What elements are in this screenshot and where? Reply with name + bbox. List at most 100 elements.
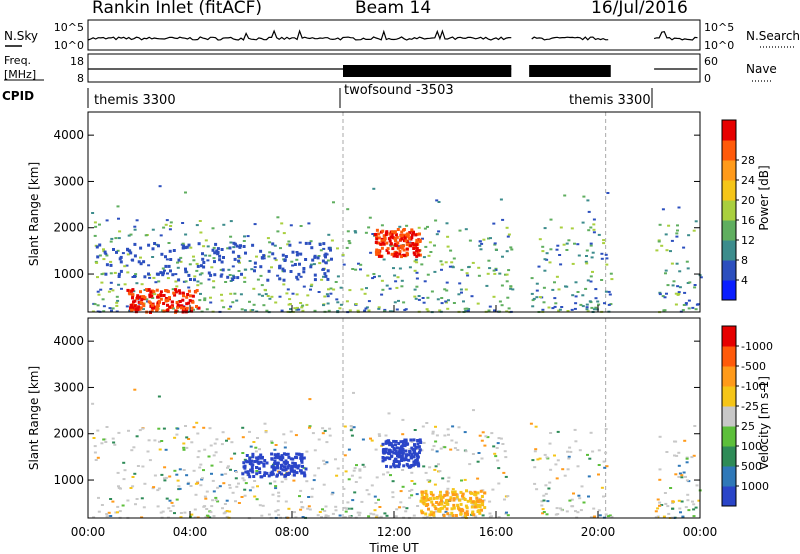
- echo-cell: [555, 248, 559, 251]
- echo-cell: [118, 510, 122, 513]
- feature-cell: [119, 260, 123, 264]
- date-label: 16/Jul/2016: [591, 0, 688, 18]
- velocity-ylabel: Slant Range [km]: [27, 366, 41, 470]
- echo-cell: [610, 278, 614, 281]
- feature-cell: [143, 296, 147, 300]
- echo-cell: [277, 495, 281, 498]
- echo-cell: [250, 268, 254, 271]
- feature-cell: [412, 455, 416, 459]
- feature-cell: [255, 466, 258, 469]
- echo-cell: [185, 446, 189, 449]
- feature-cell: [284, 462, 288, 466]
- echo-cell: [205, 508, 209, 510]
- feature-cell: [382, 234, 386, 238]
- echo-cell: [697, 499, 701, 502]
- echo-cell: [173, 512, 176, 515]
- echo-cell: [300, 501, 303, 504]
- echo-cell: [211, 227, 215, 230]
- x-tick-label: 08:00: [275, 525, 310, 539]
- echo-cell: [444, 300, 448, 303]
- feature-cell: [185, 306, 189, 310]
- feature-cell: [399, 244, 403, 248]
- nave-label: Nave: [746, 62, 777, 76]
- echo-cell: [212, 286, 216, 289]
- feature-cell: [282, 452, 286, 456]
- echo-cell: [506, 514, 510, 517]
- echo-cell: [493, 243, 497, 246]
- echo-cell: [695, 484, 699, 487]
- feature-cell: [396, 454, 399, 457]
- colorbar-tick-label: 500: [741, 460, 762, 473]
- feature-cell: [405, 247, 409, 251]
- echo-cell: [359, 263, 363, 266]
- echo-cell: [505, 226, 509, 229]
- feature-cell: [402, 228, 405, 232]
- echo-cell: [350, 434, 354, 437]
- y-tick-label: 1000: [53, 473, 84, 487]
- echo-cell: [605, 263, 609, 266]
- feature-cell: [413, 449, 417, 453]
- colorbar-swatch: [722, 446, 736, 467]
- echo-cell: [192, 469, 196, 472]
- echo-cell: [686, 282, 690, 284]
- echo-cell: [680, 476, 684, 479]
- feature-cell: [160, 252, 164, 256]
- feature-cell: [195, 289, 199, 292]
- feature-cell: [209, 273, 213, 277]
- feature-cell: [432, 513, 436, 517]
- feature-cell: [174, 288, 178, 292]
- feature-cell: [188, 299, 192, 303]
- echo-cell: [397, 299, 400, 302]
- echo-cell: [169, 221, 173, 224]
- echo-cell: [276, 230, 280, 233]
- feature-cell: [397, 465, 401, 469]
- feature-cell: [394, 440, 398, 443]
- colorbar-tick-label: -1000: [741, 340, 773, 353]
- feature-cell: [181, 298, 185, 302]
- echo-cell: [205, 308, 209, 311]
- echo-cell: [505, 250, 509, 253]
- feature-cell: [381, 442, 385, 446]
- echo-cell: [97, 293, 101, 296]
- colorbar-frame: [721, 119, 737, 301]
- echo-cell: [133, 388, 137, 391]
- echo-cell: [405, 224, 409, 227]
- echo-cell: [258, 504, 262, 507]
- echo-cell: [410, 471, 414, 474]
- echo-cell: [464, 228, 468, 231]
- feature-cell: [299, 469, 303, 473]
- feature-cell: [458, 508, 462, 512]
- echo-cell: [289, 430, 293, 433]
- feature-cell: [265, 461, 269, 465]
- feature-cell: [388, 457, 392, 461]
- echo-cell: [323, 295, 327, 298]
- echo-cell: [153, 439, 157, 442]
- echo-cell: [531, 299, 535, 302]
- feature-cell: [157, 244, 160, 248]
- echo-cell: [606, 192, 610, 194]
- echo-cell: [602, 239, 606, 242]
- echo-cell: [402, 506, 406, 509]
- echo-cell: [348, 515, 351, 518]
- echo-cell: [102, 258, 106, 261]
- echo-cell: [126, 253, 130, 256]
- feature-cell: [479, 489, 483, 493]
- echo-cell: [542, 499, 546, 502]
- echo-cell: [460, 291, 463, 294]
- echo-cell: [323, 429, 327, 432]
- echo-cell: [354, 303, 358, 305]
- echo-cell: [209, 444, 213, 447]
- echo-cell: [547, 306, 551, 309]
- colorbar-swatch: [722, 486, 736, 507]
- feature-cell: [427, 498, 431, 502]
- echo-cell: [456, 449, 460, 451]
- echo-cell: [211, 499, 215, 502]
- feature-cell: [271, 252, 275, 256]
- feature-cell: [452, 497, 456, 501]
- echo-cell: [586, 199, 590, 202]
- echo-cell: [479, 248, 483, 251]
- y-tick-label: 3000: [53, 174, 84, 188]
- echo-cell: [196, 456, 200, 459]
- echo-cell: [661, 295, 665, 298]
- echo-cell: [343, 454, 347, 457]
